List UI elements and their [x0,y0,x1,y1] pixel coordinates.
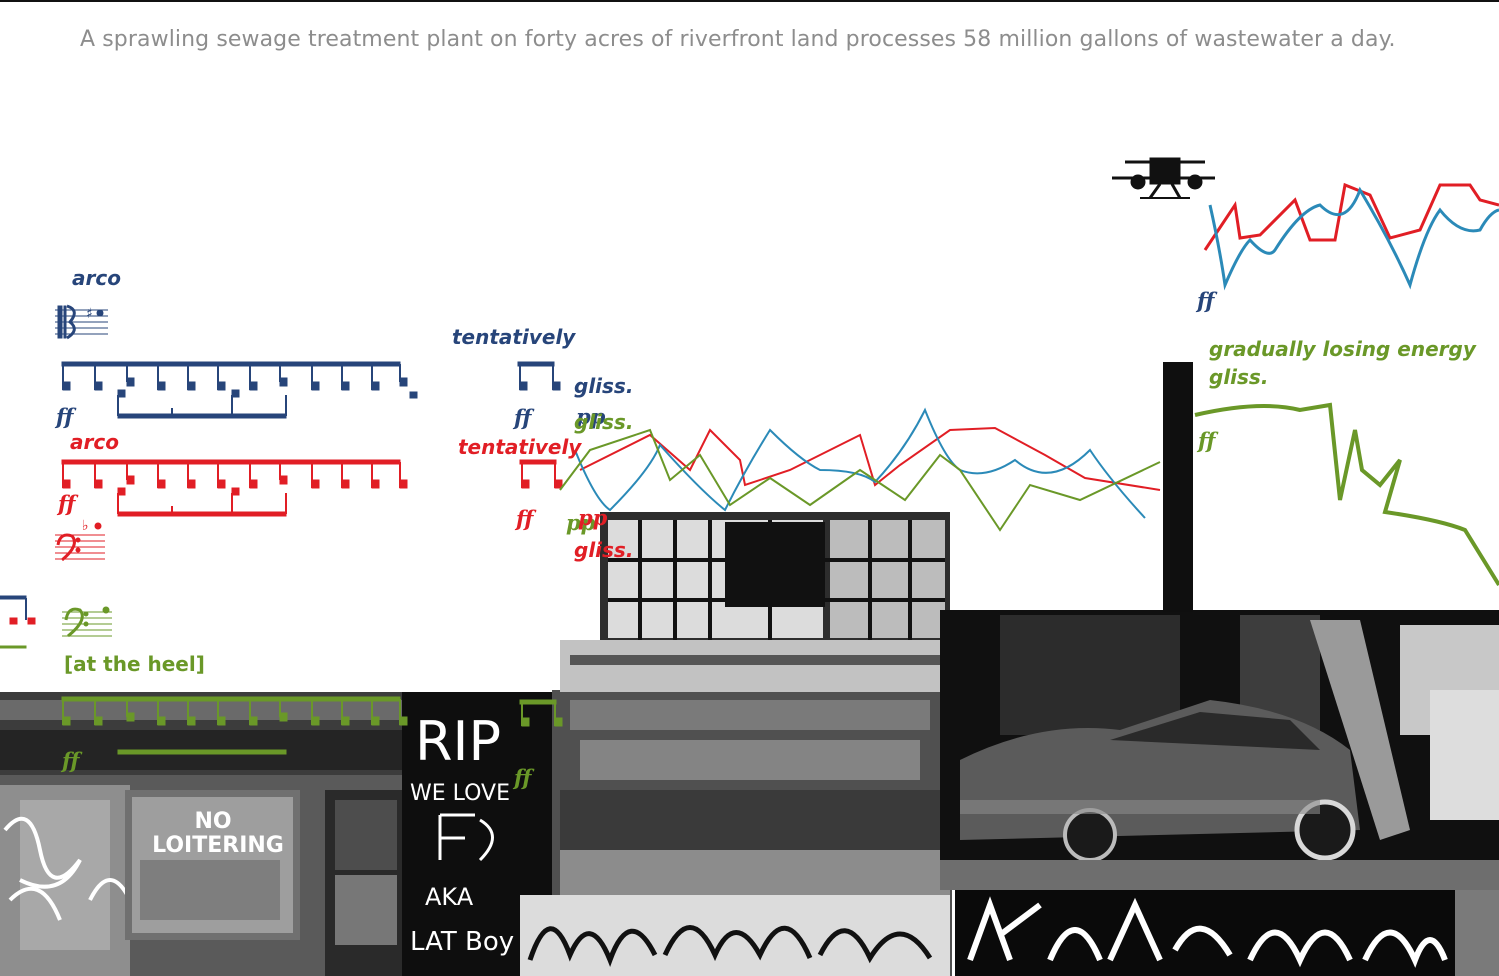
sign-line-2: LOITERING [152,833,284,858]
cello-dynamic-pp: pp [578,505,608,530]
utility-pole [1163,362,1193,612]
cello-dynamic-ff: ff [58,491,76,516]
car-photo [940,610,1499,890]
viola-gliss-label: gliss. [574,374,634,398]
bass-clef-icon: ♭ [55,518,105,562]
bass-clef-icon [0,606,112,649]
graffiti-text-3: LAT Boy [410,927,514,957]
bass-dynamic-ff: ff [62,748,80,773]
drone-icon [1112,157,1215,199]
glissando-lines [559,407,1161,532]
viola-clef-icon: ♯ [55,304,108,340]
energy-label: gradually losing energy [1209,337,1476,361]
viola-tentatively-label: tentatively [452,325,576,349]
svg-text:♭: ♭ [82,518,89,534]
cello-gliss-label: gliss. [574,538,634,562]
cello-dynamic-ff-2: ff [516,506,534,531]
graffiti-text-2: AKA [425,883,474,911]
viola-dynamic-ff: ff [56,404,74,429]
bass-gliss-label: gliss. [574,410,634,434]
graffiti-rip: RIP [415,710,501,773]
sign-line-1: NO [194,809,231,834]
energy-line [1194,402,1499,587]
viola-rhythm [0,361,561,620]
viola-dynamic-pp: pp [576,404,606,429]
caption-text: A sprawling sewage treatment plant on fo… [80,27,1396,52]
graffiti-strip [520,890,1499,976]
top-border-line [0,0,1499,2]
right-dynamic-ff-green: ff [1198,428,1216,453]
bass-dynamic-pp: pp [566,510,596,535]
right-dynamic-ff: ff [1197,288,1215,313]
cello-tentatively-label: tentatively [458,435,582,459]
svg-text:♯: ♯ [86,306,93,322]
cello-arco-label: arco [70,430,119,454]
cello-rhythm [9,459,563,625]
graffiti-text-1: WE LOVE [410,781,510,806]
viola-dynamic-ff-2: ff [514,405,532,430]
bass-dynamic-ff-2: ff [514,765,532,790]
right-gliss-label: gliss. [1209,365,1269,389]
viola-arco-label: arco [72,266,121,290]
no-loitering-sign: NO LOITERING [125,790,300,940]
glissando-lines-top-right [1203,182,1499,291]
bass-rhythm [61,696,563,755]
bass-at-the-heel-label: [at the heel] [64,652,205,676]
